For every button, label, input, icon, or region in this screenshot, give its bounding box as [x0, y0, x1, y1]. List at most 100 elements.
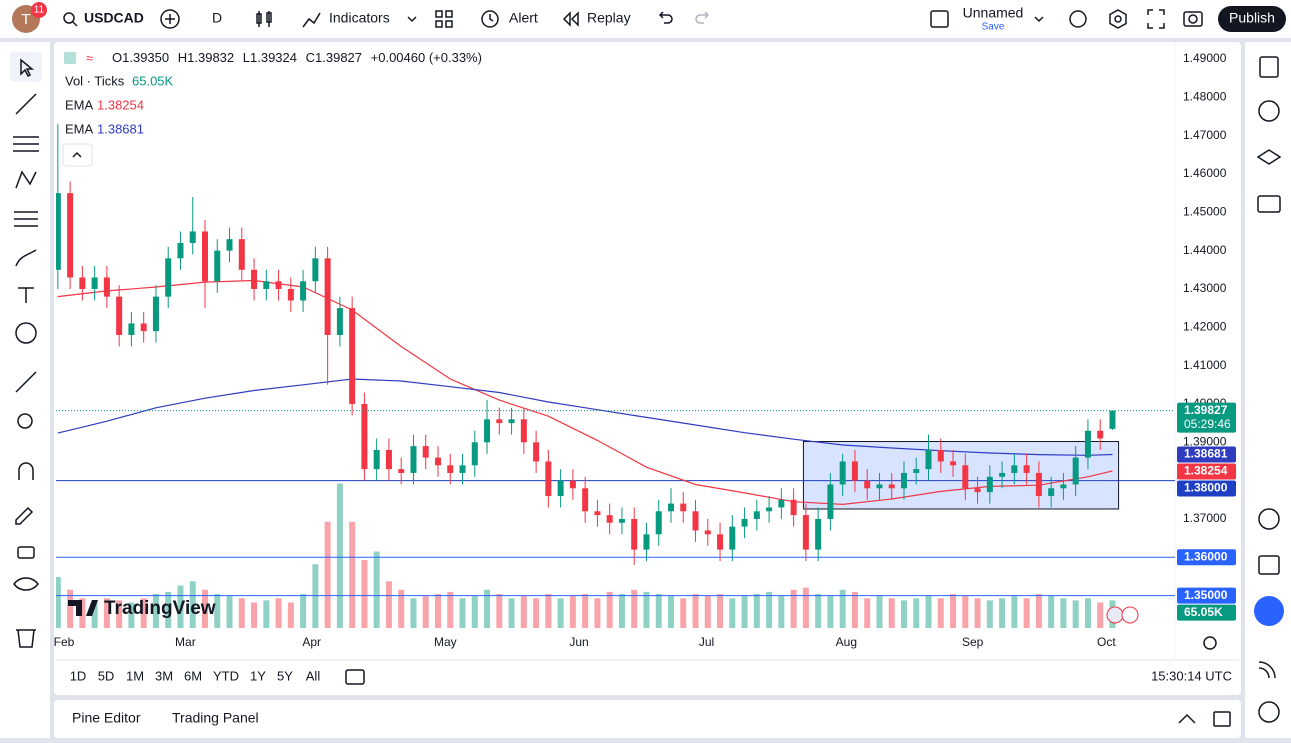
y-tick-label: 1.41000	[1183, 358, 1227, 372]
candle-body	[643, 534, 650, 550]
trend-line-tool[interactable]	[15, 93, 37, 115]
volume-bar	[1011, 596, 1018, 628]
chart-settings[interactable]	[1203, 636, 1217, 650]
candle-body	[471, 442, 478, 466]
candle-body	[815, 518, 822, 550]
watchlist[interactable]	[1259, 56, 1279, 78]
candle-body	[606, 515, 613, 523]
range-button[interactable]: 1Y	[250, 668, 266, 683]
magnet-tool[interactable]	[18, 462, 34, 480]
range-button[interactable]: YTD	[213, 668, 239, 683]
alert-button[interactable]: Alert	[509, 10, 538, 26]
date-range-icon[interactable]	[345, 669, 365, 685]
chat[interactable]	[1257, 195, 1281, 213]
range-button[interactable]: All	[306, 668, 321, 683]
fib-tool[interactable]	[13, 136, 39, 152]
symbol[interactable]: USDCAD	[84, 10, 144, 26]
candle-body	[790, 499, 797, 516]
layout-icon[interactable]	[930, 10, 949, 28]
legend-toggle[interactable]	[64, 52, 76, 64]
draw-mode-tool[interactable]	[15, 506, 34, 525]
brush-tool[interactable]	[15, 249, 37, 267]
indicators-button[interactable]: Indicators	[329, 10, 390, 26]
candle-body	[287, 288, 294, 301]
layouts-icon[interactable]	[435, 10, 453, 28]
volume-bar	[618, 594, 625, 628]
visibility-tool[interactable]	[13, 577, 39, 591]
event-flag[interactable]	[1121, 606, 1139, 624]
plus-icon	[165, 14, 175, 24]
range-button[interactable]: 3M	[155, 668, 173, 683]
text-tool[interactable]	[18, 287, 34, 303]
calendar[interactable]	[1258, 555, 1280, 575]
indicators-icon[interactable]	[302, 12, 321, 28]
volume-bar	[91, 602, 98, 628]
snapshot[interactable]	[1183, 11, 1203, 27]
candle-body	[999, 472, 1006, 477]
delete-tool[interactable]	[16, 629, 36, 648]
event-flag[interactable]	[1106, 606, 1124, 624]
volume-legend: Vol · Ticks	[65, 73, 125, 88]
zoom-tool[interactable]	[17, 413, 33, 429]
apps[interactable]	[1254, 596, 1284, 626]
redo[interactable]	[695, 11, 710, 24]
candle-body	[618, 518, 625, 523]
chevron[interactable]	[407, 16, 417, 23]
range-button[interactable]: 1M	[126, 668, 144, 683]
quick-search[interactable]	[1069, 10, 1087, 28]
tool-active[interactable]	[10, 52, 42, 82]
target[interactable]	[1258, 508, 1280, 530]
volume-bar	[434, 594, 441, 628]
alert-icon[interactable]	[481, 10, 499, 28]
range-button[interactable]: 5D	[98, 668, 115, 683]
emoji-tool[interactable]	[15, 322, 37, 344]
volume-bar	[999, 598, 1006, 628]
chevron[interactable]	[1034, 16, 1044, 23]
lock-tool[interactable]	[17, 546, 35, 559]
undo[interactable]	[658, 11, 673, 24]
forecast-tool[interactable]	[14, 211, 38, 227]
plot	[56, 124, 1175, 628]
volume-bar	[312, 564, 319, 628]
range-button[interactable]: 5Y	[277, 668, 293, 683]
collapse-legend[interactable]	[62, 143, 93, 167]
replay-button[interactable]: Replay	[587, 10, 631, 26]
y-tick-label: 1.44000	[1183, 243, 1227, 257]
maximize-panel[interactable]	[1178, 713, 1196, 724]
compare-button[interactable]	[160, 9, 180, 29]
fullscreen[interactable]	[1147, 9, 1165, 29]
search-icon	[72, 21, 78, 27]
candle-body	[152, 296, 159, 332]
chart-panel	[54, 42, 1241, 695]
range-button[interactable]: 1D	[70, 668, 87, 683]
ema-line	[57, 279, 1113, 506]
help[interactable]	[1258, 701, 1280, 723]
candle-body	[56, 193, 61, 270]
legend-icon: ≈	[86, 50, 93, 65]
ohlc-label: L	[243, 50, 250, 65]
range-button[interactable]: 6M	[184, 668, 202, 683]
stream[interactable]	[1258, 661, 1276, 679]
replay-icon[interactable]	[562, 11, 579, 27]
ruler-tool[interactable]	[15, 371, 37, 393]
settings[interactable]	[1109, 9, 1127, 29]
volume-bar	[238, 598, 245, 628]
bottom-tab[interactable]: Trading Panel	[172, 710, 259, 726]
publish-button[interactable]	[1218, 6, 1286, 32]
panel-toggle[interactable]	[1213, 711, 1231, 727]
volume-bar	[67, 589, 74, 628]
layout-name[interactable]: Unnamed	[963, 5, 1024, 21]
x-tick-label: Sep	[962, 635, 984, 649]
interval[interactable]: D	[212, 10, 222, 26]
candle-body	[888, 484, 895, 489]
volume-bar	[140, 598, 147, 628]
bottom-tab[interactable]: Pine Editor	[72, 710, 141, 726]
price-badge-label: 1.38000	[1184, 481, 1228, 495]
volume-bar	[815, 594, 822, 628]
pattern-tool[interactable]	[15, 170, 37, 189]
alerts-panel[interactable]	[1258, 100, 1280, 122]
candle-body	[1023, 465, 1030, 473]
volume-bar	[778, 596, 785, 628]
layers[interactable]	[1256, 149, 1282, 165]
search-icon[interactable]	[63, 12, 75, 24]
